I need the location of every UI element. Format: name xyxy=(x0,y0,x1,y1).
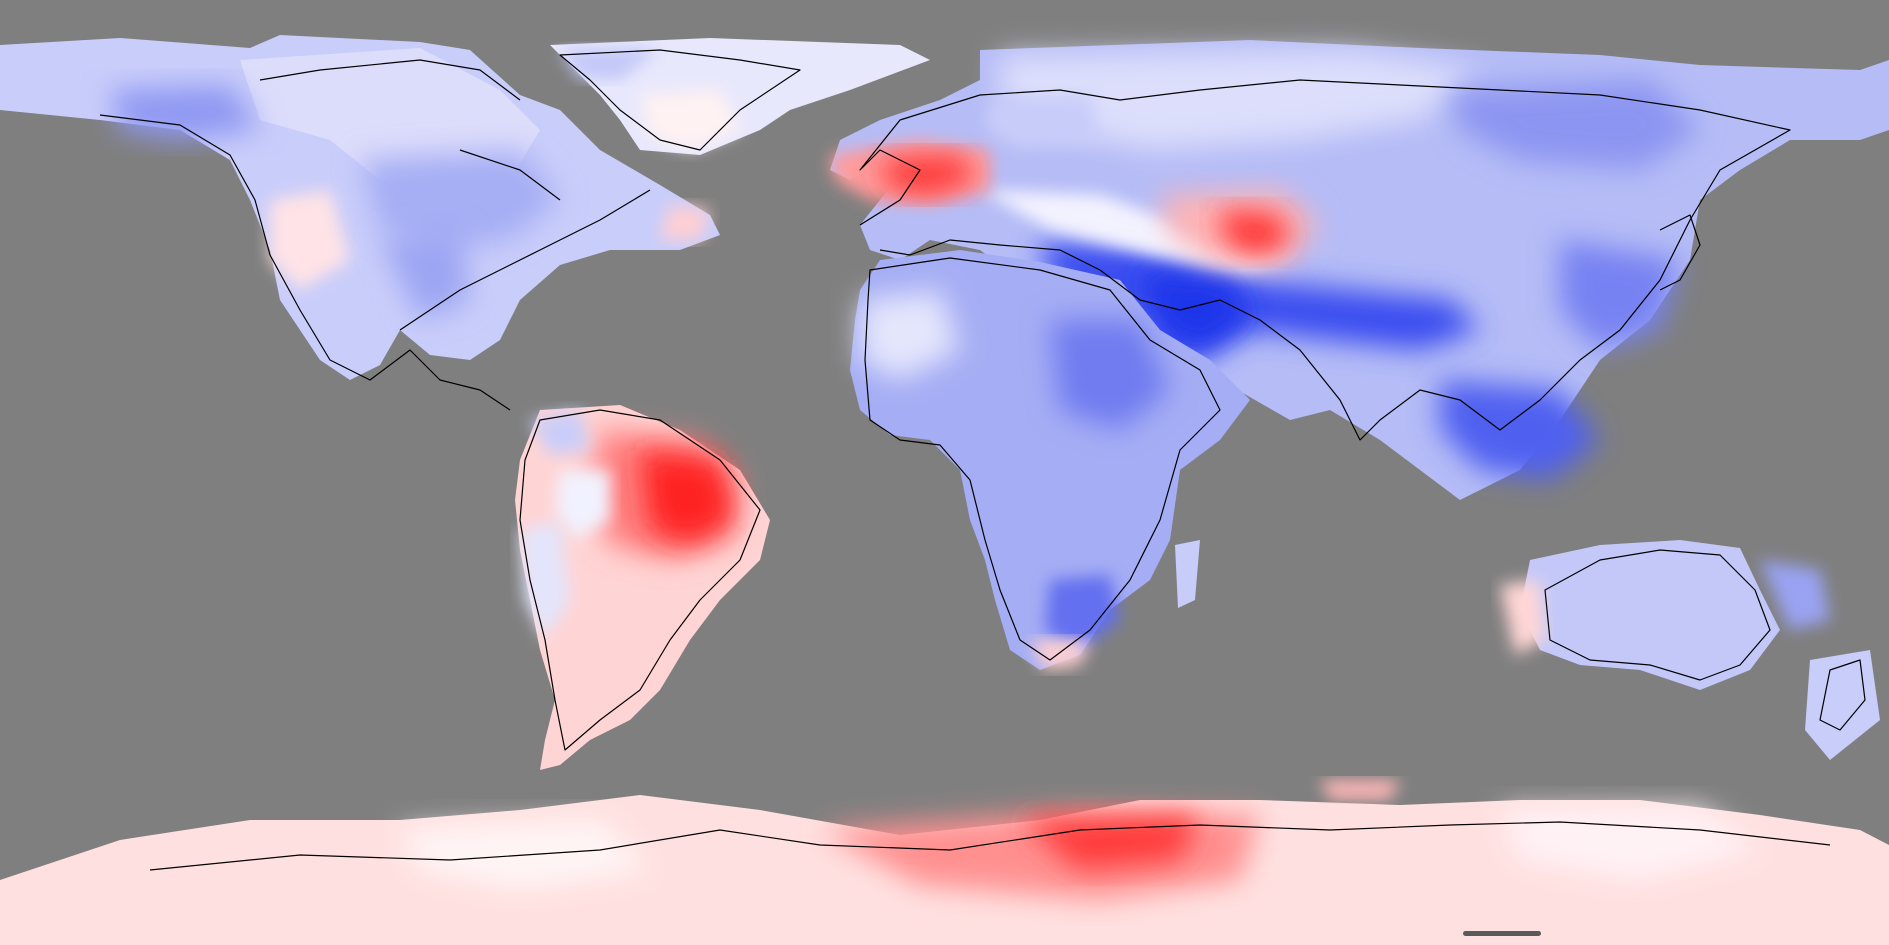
australia-region xyxy=(1500,540,1880,760)
coastlines xyxy=(99,49,1866,871)
africa-region xyxy=(850,250,1250,670)
horizontal-scrollbar-thumb[interactable] xyxy=(1463,931,1541,936)
coastline-eurasia xyxy=(859,79,1791,441)
coastline-south-america xyxy=(519,409,761,751)
coastline-australia xyxy=(1544,549,1771,681)
coastline-north-america xyxy=(99,59,651,411)
north-america-region xyxy=(0,35,720,380)
coastline-greenland xyxy=(559,49,801,151)
coastline-japan xyxy=(1659,214,1701,291)
antarctica-region xyxy=(0,780,1889,945)
coastline-new-zealand xyxy=(1819,659,1866,731)
south-america-region xyxy=(515,405,770,770)
coastline-africa xyxy=(864,257,1221,661)
coastline-antarctica xyxy=(149,821,1831,871)
